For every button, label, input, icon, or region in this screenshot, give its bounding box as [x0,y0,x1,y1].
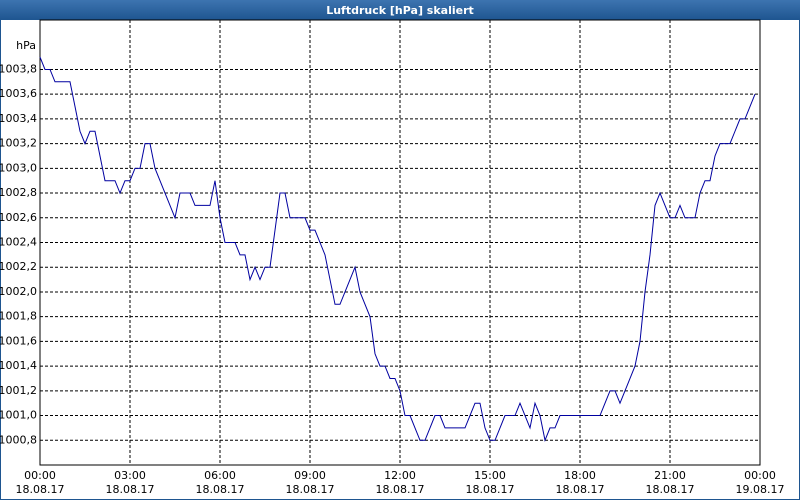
y-tick-label: 1003,2 [0,137,37,150]
y-tick-label: 1003,8 [0,62,37,75]
x-tick-label: 06:00 [204,469,236,482]
y-axis-label: hPa [16,39,36,52]
x-tick-date: 18.08.17 [376,483,425,496]
data-line [39,56,756,443]
y-tick-label: 1002,8 [0,186,37,199]
y-tick-label: 1003,6 [0,87,37,100]
x-tick-date: 18.08.17 [466,483,515,496]
y-tick-label: 1001,4 [0,359,37,372]
x-tick-date: 18.08.17 [286,483,335,496]
x-tick-label: 15:00 [474,469,506,482]
x-tick-label: 12:00 [384,469,416,482]
x-tick-date: 18.08.17 [646,483,695,496]
y-tick-label: 1000,8 [0,433,37,446]
x-tick-label: 09:00 [294,469,326,482]
chart-title: Luftdruck [hPa] skaliert [326,4,474,17]
x-tick-date: 18.08.17 [556,483,605,496]
y-tick-label: 1002,2 [0,260,37,273]
x-tick-label: 00:00 [744,469,776,482]
y-tick-label: 1002,6 [0,211,37,224]
y-tick-label: 1001,8 [0,310,37,323]
y-tick-label: 1002,4 [0,236,37,249]
y-tick-label: 1002,0 [0,285,37,298]
y-tick-label: 1003,4 [0,112,37,125]
plot-border [39,19,761,466]
x-tick-label: 00:00 [24,469,56,482]
x-tick-date: 18.08.17 [16,483,65,496]
y-tick-label: 1001,0 [0,409,37,422]
y-tick-label: 1001,2 [0,384,37,397]
x-tick-label: 03:00 [114,469,146,482]
x-tick-date: 18.08.17 [106,483,155,496]
x-tick-date: 19.08.17 [736,483,785,496]
x-tick-label: 18:00 [564,469,596,482]
x-tick-date: 18.08.17 [196,483,245,496]
y-tick-label: 1001,6 [0,334,37,347]
x-tick-label: 21:00 [654,469,686,482]
y-tick-label: 1003,0 [0,161,37,174]
title-bar [0,0,800,20]
